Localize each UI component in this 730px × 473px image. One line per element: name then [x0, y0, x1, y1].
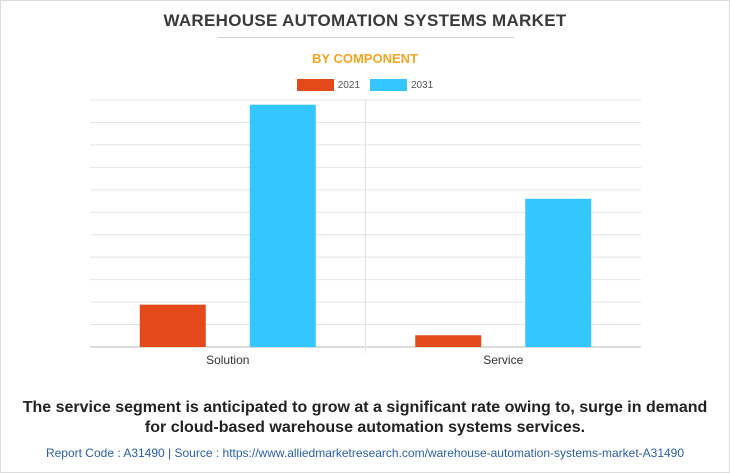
title-divider: [218, 37, 514, 38]
legend-swatch-2031: [370, 79, 407, 91]
caption-line-2: for cloud-based warehouse automation sys…: [144, 419, 586, 436]
bar-service-2021: [415, 335, 482, 347]
bar-solution-2031: [249, 104, 316, 347]
caption-line-1: The service segment is anticipated to gr…: [22, 399, 708, 416]
source-footer: Report Code : A31490 | Source : https://…: [45, 446, 685, 460]
bar-solution-2021: [139, 304, 206, 347]
chart-subtitle: BY COMPONENT: [312, 51, 418, 66]
chart-title: WAREHOUSE AUTOMATION SYSTEMS MARKET: [163, 11, 567, 30]
chart-caption: The service segment is anticipated to gr…: [0, 398, 730, 438]
x-tick-label: Solution: [206, 353, 249, 367]
x-tick-label: Service: [483, 353, 523, 367]
legend-label-2021: 2021: [337, 79, 360, 91]
legend-item-2031: 2031: [370, 79, 433, 91]
legend: 2021 2031: [0, 79, 730, 91]
legend-swatch-2021: [296, 79, 334, 91]
bar-service-2031: [525, 198, 592, 347]
legend-item-2021: 2021: [296, 79, 360, 91]
legend-label-2031: 2031: [411, 79, 434, 91]
